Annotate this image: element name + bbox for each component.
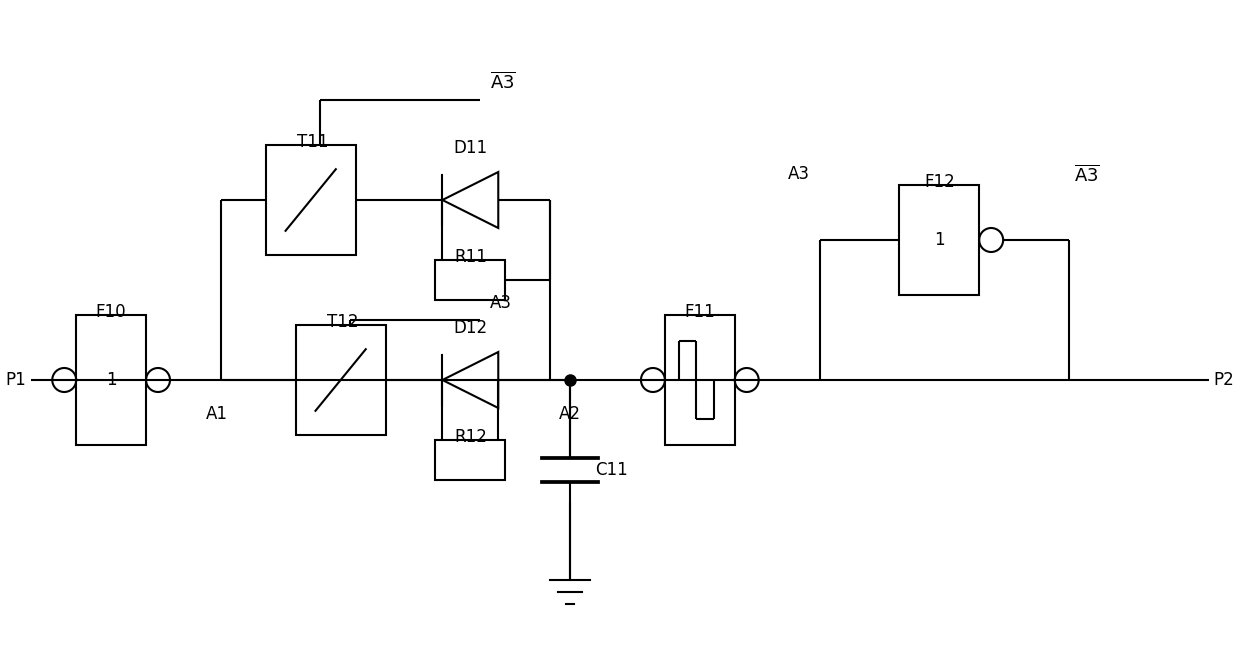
Text: C11: C11 bbox=[595, 461, 627, 479]
Text: A3: A3 bbox=[787, 165, 810, 183]
Text: $\overline{\mathrm{A3}}$: $\overline{\mathrm{A3}}$ bbox=[490, 71, 516, 92]
Text: T11: T11 bbox=[298, 133, 329, 151]
Bar bbox=[899, 185, 980, 295]
Text: T12: T12 bbox=[327, 313, 358, 331]
Bar bbox=[435, 440, 505, 480]
Text: 1: 1 bbox=[934, 231, 945, 249]
Text: A2: A2 bbox=[559, 405, 582, 423]
Text: F10: F10 bbox=[95, 303, 126, 321]
Text: F11: F11 bbox=[684, 303, 715, 321]
Text: 1: 1 bbox=[105, 371, 117, 389]
Text: F12: F12 bbox=[924, 173, 955, 191]
Text: R11: R11 bbox=[454, 248, 487, 266]
Bar bbox=[665, 315, 735, 445]
Text: $\overline{\mathrm{A3}}$: $\overline{\mathrm{A3}}$ bbox=[1074, 165, 1100, 186]
Bar bbox=[295, 325, 386, 435]
Bar bbox=[435, 260, 505, 300]
Text: D11: D11 bbox=[454, 139, 487, 157]
Bar bbox=[76, 315, 146, 445]
Text: P1: P1 bbox=[5, 371, 26, 389]
Text: A1: A1 bbox=[206, 405, 228, 423]
Text: R12: R12 bbox=[454, 428, 487, 446]
Text: P2: P2 bbox=[1214, 371, 1235, 389]
Text: A3: A3 bbox=[490, 294, 512, 312]
Text: D12: D12 bbox=[454, 319, 487, 337]
Bar bbox=[265, 145, 356, 255]
